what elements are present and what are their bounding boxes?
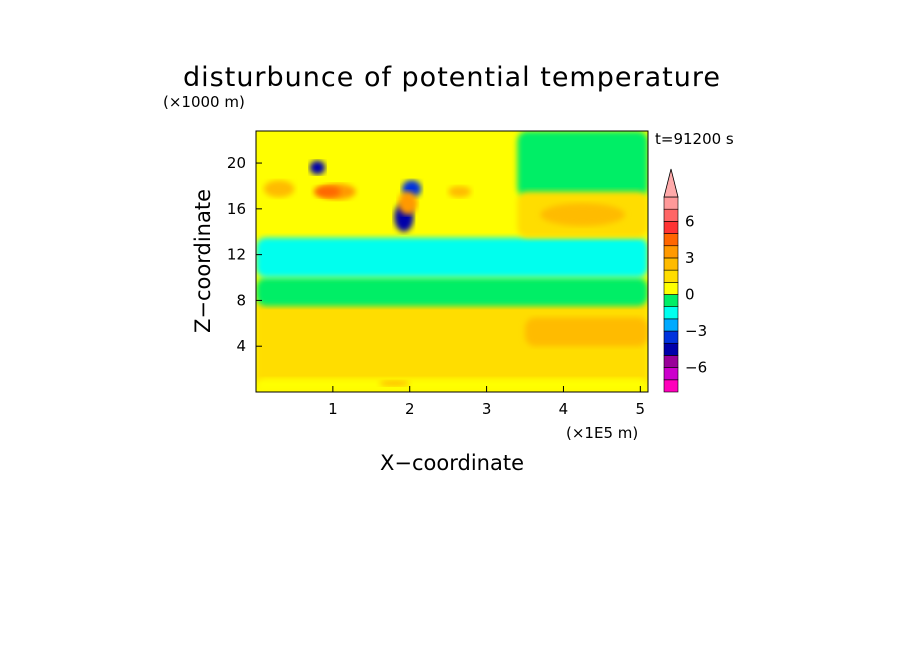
colorbar: 6 3 0 −3 −6	[663, 168, 707, 393]
x-tick-label: 5	[636, 400, 646, 418]
colorbar-label: −3	[685, 322, 707, 340]
colorbar-swatch	[663, 269, 679, 283]
colorbar-swatch	[663, 306, 679, 320]
x-tick-label: 3	[482, 400, 492, 418]
x-tick-label: 1	[328, 400, 338, 418]
colorbar-swatch	[663, 355, 679, 368]
field-region-8	[540, 203, 625, 227]
field-region-10	[313, 185, 341, 198]
colorbar-over-arrow	[663, 168, 679, 198]
colorbar-swatch	[663, 257, 679, 271]
y-unit-label: (×1000 m)	[163, 93, 245, 111]
field-region-11	[263, 180, 295, 198]
field-region-1	[256, 378, 648, 392]
y-tick-label: 8	[236, 291, 246, 309]
colorbar-swatch	[663, 233, 679, 247]
y-tick-label: 20	[227, 154, 246, 172]
plot-frame	[255, 130, 649, 393]
x-axis-label: X−coordinate	[380, 451, 524, 475]
y-tick-label: 12	[227, 246, 246, 264]
colorbar-swatch	[663, 367, 679, 381]
colorbar-swatch	[663, 221, 679, 234]
field-region-5	[517, 131, 648, 198]
colorbar-swatch	[663, 282, 679, 295]
chart-title: disturbunce of potential temperature	[183, 62, 721, 93]
field-region-12	[309, 160, 326, 175]
time-label: t=91200 s	[655, 130, 734, 148]
colorbar-label: 3	[685, 249, 695, 267]
y-axis: 4 8 12 16 20	[227, 154, 262, 355]
colorbar-label: 0	[685, 286, 695, 304]
x-unit-label: (×1E5 m)	[566, 424, 638, 442]
colorbar-label: −6	[685, 359, 707, 377]
field-region-16	[448, 185, 472, 198]
y-tick-label: 16	[227, 200, 246, 218]
field-region-6	[525, 317, 648, 347]
colorbar-swatch	[663, 342, 679, 356]
plot-area	[256, 131, 648, 392]
field-region-3	[256, 237, 648, 278]
colorbar-label: 6	[685, 212, 695, 230]
field-region-15	[398, 191, 418, 215]
colorbar-swatch	[663, 379, 679, 393]
colorbar-swatch	[663, 208, 679, 222]
colorbar-swatch	[663, 245, 679, 259]
colorbar-swatch	[663, 196, 679, 210]
y-tick-label: 4	[236, 337, 246, 355]
y-axis-label: Z−coordinate	[191, 189, 215, 333]
colorbar-swatch	[663, 318, 679, 332]
x-tick-label: 4	[559, 400, 569, 418]
field-region-2	[256, 277, 648, 307]
field-region-17	[378, 380, 410, 387]
colorbar-swatch	[663, 294, 679, 307]
x-tick-label: 2	[405, 400, 415, 418]
x-axis: 1 2 3 4 5	[328, 386, 645, 418]
colorbar-swatch	[663, 330, 679, 344]
